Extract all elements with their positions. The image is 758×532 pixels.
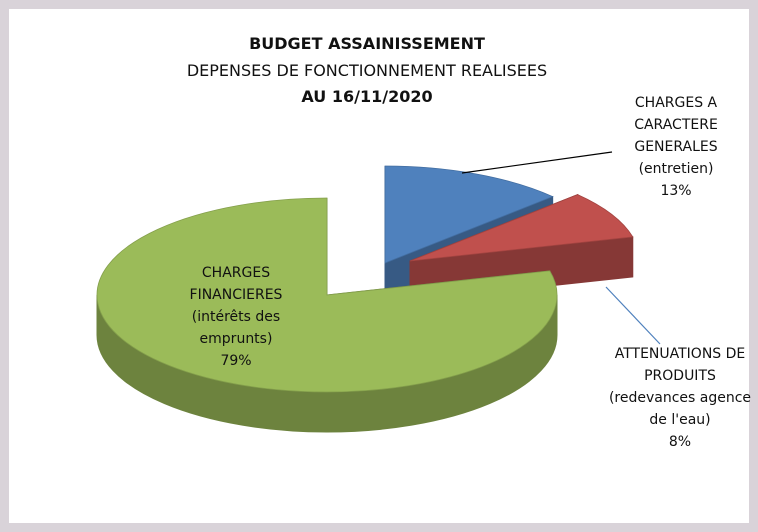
chart-title: BUDGET ASSAINISSEMENT bbox=[249, 34, 485, 53]
slice bbox=[384, 165, 554, 264]
slice bbox=[96, 197, 558, 393]
chart-subtitle: DEPENSES DE FONCTIONNEMENT REALISEES bbox=[186, 61, 548, 80]
value-label: 8% bbox=[668, 434, 692, 450]
slice-label: CHARGES FINANCIERES (intérêts des emprun… bbox=[189, 265, 283, 347]
slice-label: ATTENUATIONS DE PRODUITS (redevances age… bbox=[608, 346, 752, 428]
leader-line bbox=[461, 151, 613, 174]
value-label: 13% bbox=[660, 183, 692, 199]
slice-label-box: CHARGES A CARACTERE GENERALES (entretien… bbox=[606, 92, 746, 202]
slice-label-box: CHARGES FINANCIERES (intérêts des emprun… bbox=[178, 262, 294, 372]
leader-line bbox=[605, 286, 661, 345]
value-label: 79% bbox=[220, 353, 252, 369]
slice bbox=[409, 194, 634, 262]
chart-date: AU 16/11/2020 bbox=[301, 87, 433, 106]
slice-label: CHARGES A CARACTERE GENERALES (entretien… bbox=[634, 95, 718, 177]
slice-label-box: ATTENUATIONS DE PRODUITS (redevances age… bbox=[600, 343, 758, 453]
